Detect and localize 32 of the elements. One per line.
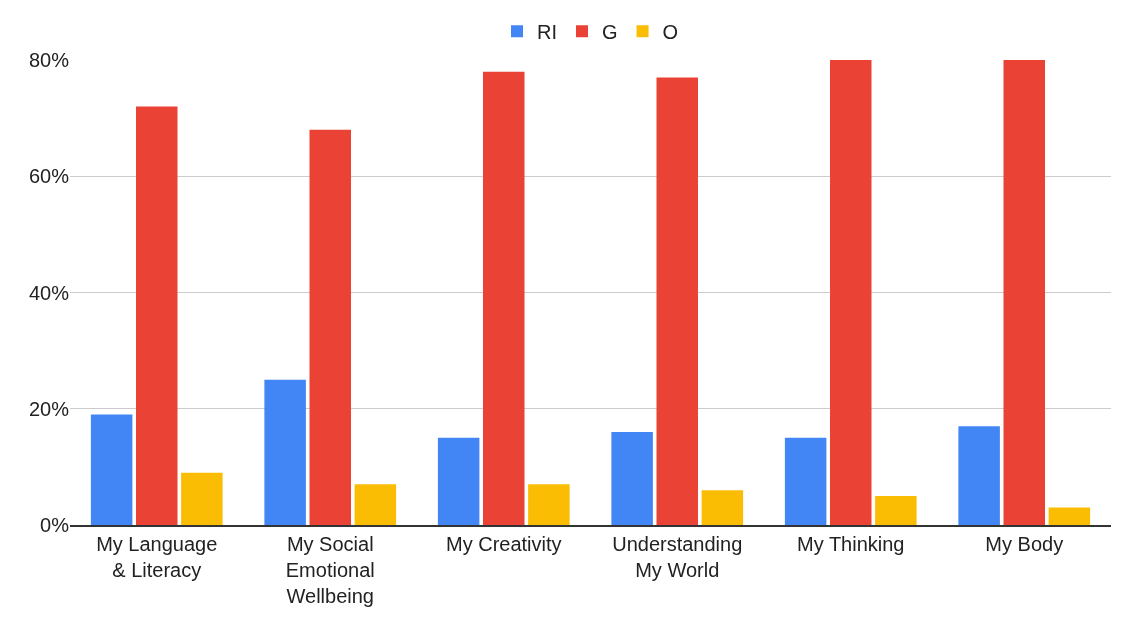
y-tick-label: 80% (28, 49, 70, 71)
bar (830, 60, 872, 525)
bar (701, 490, 744, 525)
y-tick-label: 0% (40, 514, 70, 536)
bar (354, 484, 397, 525)
y-tick-label: 60% (28, 165, 70, 188)
bar (611, 432, 653, 525)
bar (90, 414, 133, 525)
bar (136, 106, 178, 525)
bar (528, 484, 570, 525)
bar (958, 426, 1000, 525)
legend-label: RI (537, 21, 557, 43)
bar (181, 472, 223, 525)
x-tick-label: My Creativity (445, 532, 562, 555)
bar (483, 71, 525, 525)
y-tick-label: 40% (28, 281, 70, 304)
x-tick-label: Understanding My World (612, 532, 743, 581)
bar (656, 77, 698, 525)
x-tick-label: My Social Emotional Wellbeing (285, 532, 375, 607)
bar (309, 129, 351, 525)
x-tick-label: My Thinking (797, 532, 905, 555)
bar (1003, 60, 1045, 525)
legend-label: G (602, 21, 618, 43)
x-tick-label: My Body (985, 532, 1064, 555)
bar (875, 495, 917, 525)
bar (437, 437, 480, 525)
legend-label: O (662, 21, 679, 43)
x-tick-label: My Language & Literacy (96, 532, 218, 581)
bar (264, 379, 306, 525)
bar (784, 437, 827, 525)
y-tick-label: 20% (28, 397, 70, 420)
bar (1048, 507, 1091, 525)
